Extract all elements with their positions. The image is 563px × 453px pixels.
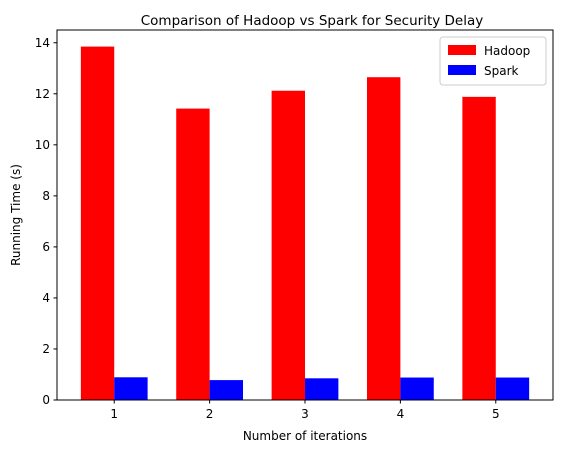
bar-spark-2: [209, 380, 243, 400]
x-tick-label: 3: [301, 407, 309, 421]
y-axis: 0 2 4 6 8 10 12 14: [35, 36, 57, 407]
bar-hadoop-2: [176, 108, 210, 400]
bar-hadoop-1: [80, 46, 115, 401]
y-tick-label: 2: [42, 342, 50, 356]
bar-hadoop-4: [367, 77, 401, 401]
chart-title: Comparison of Hadoop vs Spark for Securi…: [141, 13, 483, 29]
x-tick-label: 1: [110, 407, 118, 421]
plot-frame: [56, 29, 554, 401]
bar-hadoop-3: [271, 90, 305, 400]
x-tick-label: 2: [206, 407, 214, 421]
y-tick-label: 6: [42, 240, 50, 254]
y-tick-label: 12: [35, 87, 50, 101]
y-axis-label: Running Time (s): [9, 164, 23, 266]
legend-swatch-spark: [448, 65, 476, 75]
bars: [80, 46, 530, 401]
legend-swatch-hadoop: [448, 45, 476, 55]
legend-label-spark: Spark: [484, 64, 519, 78]
bar-spark-3: [305, 378, 339, 400]
y-tick-label: 4: [42, 291, 50, 305]
y-tick-label: 0: [42, 393, 50, 407]
legend: Hadoop Spark: [439, 36, 547, 86]
x-tick-label: 5: [492, 407, 500, 421]
bar-spark-1: [114, 377, 148, 400]
y-tick-label: 8: [42, 189, 50, 203]
bar-spark-4: [400, 377, 434, 400]
bar-spark-5: [495, 377, 530, 400]
y-tick-label: 14: [35, 36, 50, 50]
bar-hadoop-5: [462, 96, 496, 401]
x-tick-label: 4: [397, 407, 405, 421]
x-axis-label: Number of iterations: [243, 429, 367, 443]
x-axis: 1 2 3 4 5: [110, 400, 500, 421]
legend-label-hadoop: Hadoop: [484, 44, 530, 58]
y-tick-label: 10: [35, 138, 50, 152]
